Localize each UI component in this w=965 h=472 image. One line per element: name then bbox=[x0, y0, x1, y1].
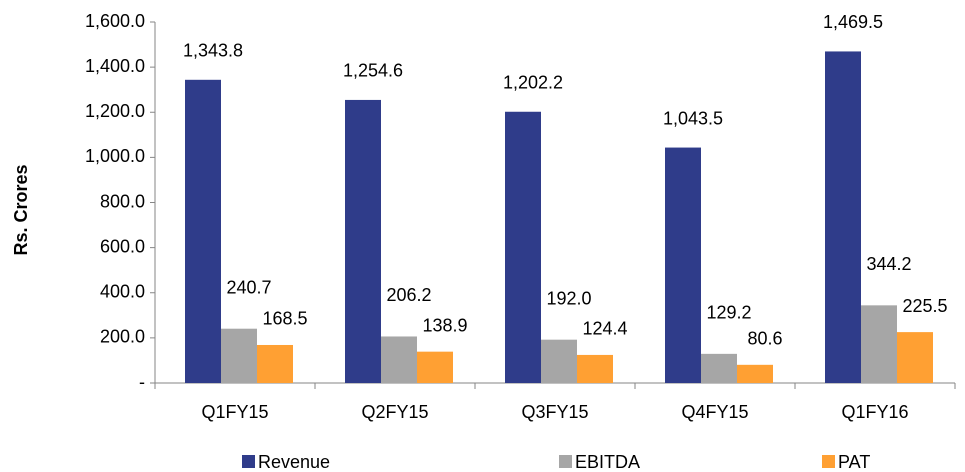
value-label: 206.2 bbox=[386, 285, 431, 305]
y-tick-label: 400.0 bbox=[100, 282, 145, 302]
y-tick-label: 1,200.0 bbox=[85, 101, 145, 121]
y-tick-label: 200.0 bbox=[100, 327, 145, 347]
bar bbox=[861, 305, 897, 383]
value-label: 225.5 bbox=[902, 296, 947, 316]
legend-swatch bbox=[822, 455, 835, 468]
bar bbox=[665, 147, 701, 383]
bar bbox=[825, 51, 861, 383]
value-label: 344.2 bbox=[866, 254, 911, 274]
legend-swatch bbox=[242, 455, 255, 468]
value-label: 1,254.6 bbox=[343, 61, 403, 81]
value-label: 1,343.8 bbox=[183, 41, 243, 61]
bar bbox=[381, 336, 417, 383]
legend-label: Revenue bbox=[258, 452, 330, 472]
legend-swatch bbox=[559, 455, 572, 468]
value-label: 240.7 bbox=[226, 277, 271, 297]
x-tick-label: Q3FY15 bbox=[521, 402, 588, 422]
bar bbox=[505, 111, 541, 383]
bar bbox=[577, 354, 613, 383]
bar bbox=[541, 339, 577, 383]
value-label: 80.6 bbox=[747, 329, 782, 349]
y-tick-label: 1,400.0 bbox=[85, 56, 145, 76]
value-label: 124.4 bbox=[582, 319, 627, 339]
bar bbox=[221, 328, 257, 383]
y-tick-label: - bbox=[139, 372, 145, 392]
bar bbox=[701, 353, 737, 383]
value-label: 168.5 bbox=[262, 309, 307, 329]
legend-label: PAT bbox=[838, 452, 870, 472]
bar bbox=[185, 79, 221, 384]
value-label: 1,469.5 bbox=[823, 12, 883, 32]
x-tick-label: Q2FY15 bbox=[361, 402, 428, 422]
value-label: 138.9 bbox=[422, 315, 467, 335]
x-tick-label: Q1FY15 bbox=[201, 402, 268, 422]
value-label: 192.0 bbox=[546, 288, 591, 308]
x-tick-label: Q4FY15 bbox=[681, 402, 748, 422]
value-label: 1,043.5 bbox=[663, 108, 723, 128]
bar bbox=[737, 364, 773, 383]
bar bbox=[417, 351, 453, 383]
y-axis-title: Rs. Crores bbox=[11, 164, 31, 255]
bar bbox=[257, 344, 293, 383]
bar bbox=[345, 99, 381, 383]
legend-label: EBITDA bbox=[575, 452, 640, 472]
value-label: 1,202.2 bbox=[503, 73, 563, 93]
x-tick-label: Q1FY16 bbox=[841, 402, 908, 422]
bar bbox=[897, 332, 933, 383]
value-label: 129.2 bbox=[706, 303, 751, 323]
y-tick-label: 1,000.0 bbox=[85, 146, 145, 166]
y-tick-label: 600.0 bbox=[100, 236, 145, 256]
y-tick-label: 1,600.0 bbox=[85, 11, 145, 31]
y-tick-label: 800.0 bbox=[100, 191, 145, 211]
